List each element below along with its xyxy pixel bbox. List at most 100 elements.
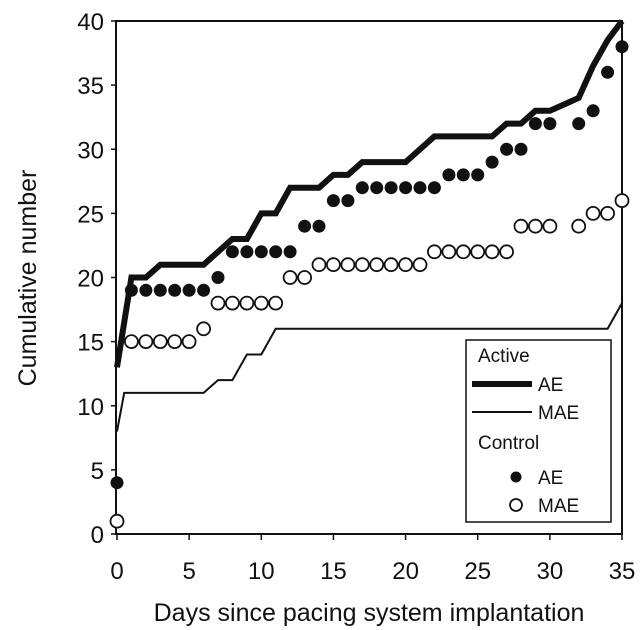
series-line-active-mae: [116, 302, 623, 432]
point-control-ae: [240, 245, 254, 259]
point-control-mae: [470, 244, 486, 260]
legend-control-mae-label: MAE: [538, 496, 579, 517]
x-tick-label: 5: [182, 558, 195, 585]
point-control-mae: [412, 257, 428, 273]
point-control-mae: [325, 257, 341, 273]
legend-active-mae-label: MAE: [538, 403, 579, 424]
point-control-ae: [225, 245, 239, 259]
point-control-mae: [282, 270, 298, 285]
y-tick-label: 5: [91, 458, 104, 485]
point-control-ae: [485, 155, 499, 169]
y-tick-label: 0: [91, 522, 104, 549]
point-control-mae: [152, 334, 168, 350]
point-control-ae: [168, 283, 182, 297]
y-tick-label: 25: [77, 201, 104, 228]
point-control-mae: [383, 257, 399, 273]
point-control-ae: [355, 181, 369, 195]
point-control-ae: [514, 142, 528, 156]
point-control-ae: [182, 283, 196, 297]
point-control-mae: [138, 334, 154, 350]
point-control-mae: [109, 513, 125, 529]
point-control-mae: [600, 205, 615, 221]
y-tick-label: 30: [77, 137, 104, 164]
point-control-mae: [426, 244, 442, 260]
point-control-mae: [369, 257, 385, 273]
legend: Active AE MAE Control AE MAE: [465, 339, 612, 523]
point-control-mae: [513, 218, 529, 234]
point-control-mae: [239, 295, 255, 311]
point-control-mae: [571, 218, 587, 234]
point-control-ae: [283, 245, 297, 259]
point-control-ae: [615, 40, 629, 54]
point-control-ae: [399, 181, 413, 195]
point-control-mae: [499, 244, 515, 260]
legend-group-control: Control: [478, 433, 539, 454]
point-control-mae: [528, 218, 543, 234]
point-control-ae: [326, 194, 340, 208]
point-control-mae: [614, 193, 630, 209]
point-control-mae: [585, 205, 601, 221]
point-control-ae: [384, 181, 398, 195]
point-control-mae: [441, 244, 457, 260]
point-control-mae: [340, 257, 356, 273]
series-line-active-ae: [114, 19, 625, 368]
point-control-ae: [370, 181, 384, 195]
point-control-mae: [123, 334, 139, 350]
legend-box: [465, 339, 612, 523]
x-tick-label: 15: [320, 558, 347, 585]
point-control-ae: [211, 271, 225, 284]
point-control-ae: [269, 245, 283, 259]
y-tick-label: 40: [77, 9, 104, 36]
point-control-ae: [528, 117, 542, 131]
point-control-mae: [196, 321, 212, 337]
series-layer: [109, 19, 630, 529]
x-axis-title: Days since pacing system implantation: [154, 599, 585, 627]
point-control-ae: [197, 283, 211, 297]
y-tick-label: 10: [77, 394, 104, 421]
point-control-mae: [181, 334, 197, 350]
point-control-mae: [542, 218, 558, 234]
point-control-ae: [456, 168, 470, 182]
point-control-ae: [500, 142, 514, 156]
x-tick-label: 0: [110, 558, 123, 585]
point-control-ae: [601, 65, 615, 79]
point-control-mae: [253, 295, 269, 311]
point-control-mae: [455, 244, 471, 260]
legend-control-mae-marker: [509, 498, 523, 512]
axis-ticks: 0 5 10 15 20 25 30 35 0 5 10 15 20 25 30 35 40: [77, 9, 635, 585]
point-control-ae: [153, 283, 167, 297]
y-tick-label: 20: [77, 266, 104, 293]
point-control-mae: [167, 334, 183, 350]
point-control-ae: [427, 181, 441, 195]
point-control-ae: [341, 194, 355, 208]
point-control-mae: [354, 257, 370, 273]
point-control-ae: [586, 104, 600, 118]
point-control-ae: [110, 476, 124, 490]
point-control-ae: [413, 181, 427, 195]
legend-control-ae-label: AE: [538, 468, 563, 489]
legend-group-active: Active: [478, 346, 530, 367]
point-control-mae: [311, 257, 327, 273]
x-tick-label: 20: [392, 558, 419, 585]
y-axis-title: Cumulative number: [14, 170, 42, 387]
x-tick-label: 30: [537, 558, 564, 585]
point-control-mae: [484, 244, 500, 260]
point-control-ae: [298, 219, 312, 233]
y-tick-label: 35: [77, 73, 104, 100]
point-control-ae: [139, 283, 153, 297]
legend-control-ae-marker: [510, 471, 522, 483]
point-control-ae: [442, 168, 456, 182]
point-control-ae: [471, 168, 485, 182]
legend-active-ae-label: AE: [538, 375, 563, 396]
point-control-mae: [398, 257, 414, 273]
point-control-mae: [210, 295, 226, 311]
point-control-ae: [543, 117, 557, 131]
x-tick-label: 25: [464, 558, 491, 585]
x-tick-label: 10: [248, 558, 275, 585]
x-tick-label: 35: [609, 558, 636, 585]
point-control-ae: [254, 245, 268, 259]
point-control-ae: [124, 283, 138, 297]
point-control-ae: [312, 219, 326, 233]
point-control-ae: [572, 117, 586, 131]
